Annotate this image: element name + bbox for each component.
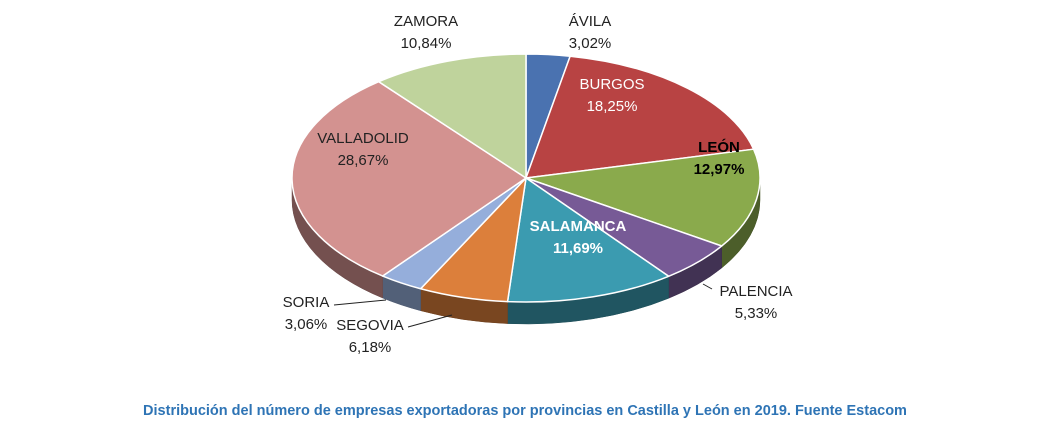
slice-name-label-burgos: BURGOS: [579, 76, 644, 93]
leader-lines: [333, 283, 713, 328]
leader-line-segovia: [407, 314, 453, 328]
pie-tops: [291, 53, 761, 303]
slice-value-label-ávila: 3,02%: [569, 35, 612, 52]
slice-name-label-salamanca: SALAMANCA: [530, 218, 627, 235]
slice-value-label-soria: 3,06%: [285, 316, 328, 333]
slice-name-label-valladolid: VALLADOLID: [317, 130, 409, 147]
slice-value-label-zamora: 10,84%: [401, 35, 452, 52]
slice-name-label-ávila: ÁVILA: [569, 13, 612, 30]
pie-sides: [291, 177, 761, 325]
slice-value-label-valladolid: 28,67%: [338, 152, 389, 169]
leader-line-palencia: [702, 283, 713, 290]
slice-name-label-león: LEÓN: [698, 138, 740, 156]
slice-name-label-segovia: SEGOVIA: [336, 317, 404, 334]
slice-león: [525, 148, 761, 247]
slice-value-label-burgos: 18,25%: [587, 98, 638, 115]
slice-value-label-segovia: 6,18%: [349, 339, 392, 356]
slice-value-label-león: 12,97%: [694, 161, 745, 178]
slice-labels: ÁVILA 3,02% BURGOS 18,25% LEÓN 12,97% PALENCIA…: [283, 13, 793, 356]
slice-burgos: [525, 55, 755, 179]
slice-valladolid: [291, 80, 527, 277]
chart-caption: Distribución del número de empresas expo…: [143, 403, 907, 419]
slice-name-label-zamora: ZAMORA: [394, 13, 458, 30]
slice-name-label-palencia: PALENCIA: [719, 283, 792, 300]
slice-zamora: [377, 53, 527, 179]
slice-salamanca: [506, 177, 670, 303]
leader-line-soria: [333, 299, 387, 306]
slice-value-label-salamanca: 11,69%: [553, 240, 603, 257]
slice-name-label-soria: SORIA: [283, 294, 330, 311]
slice-value-label-palencia: 5,33%: [735, 305, 778, 322]
